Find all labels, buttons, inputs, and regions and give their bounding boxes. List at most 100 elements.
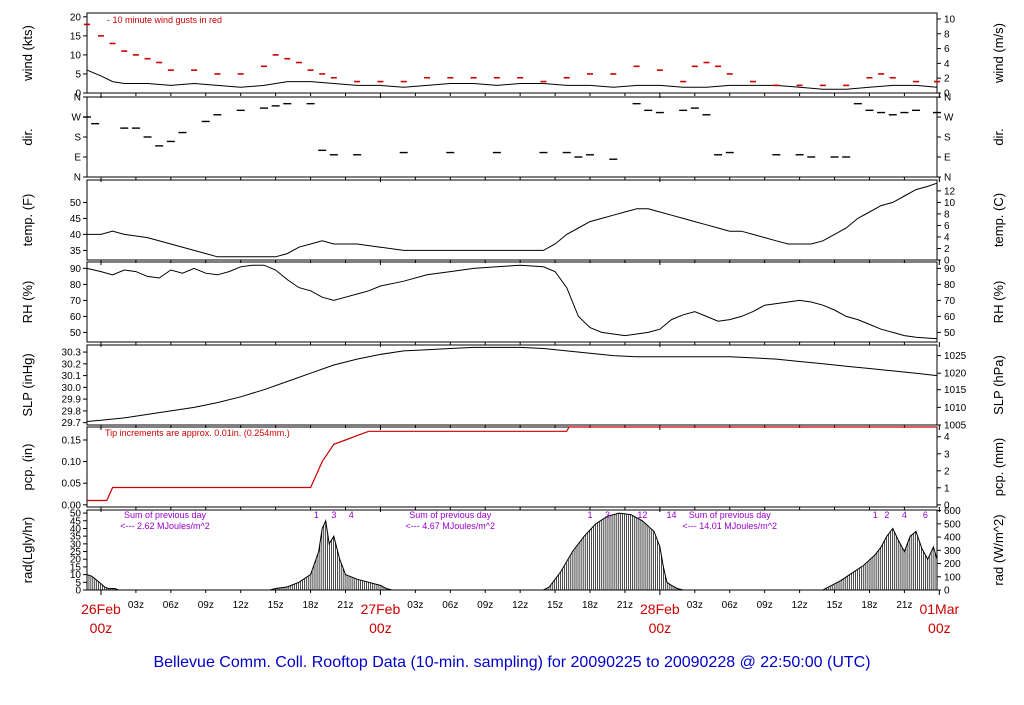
slp-ytick-label: 30.0 [62,383,82,394]
slp-series-line [86,346,938,422]
rad-ytick-label: 50 [70,509,82,520]
rad-y2label: rad (W/m^2) [991,514,1006,585]
pcp-y2tick-label: 4 [944,432,950,443]
rh-y2tick-label: 80 [944,280,956,291]
pcp-ytick-label: 0.15 [62,435,82,446]
wind-y2tick-label: 6 [944,44,950,55]
x-hour-label: 18z [582,600,598,611]
x-day-hour-label: 00z [369,620,392,636]
rh-ytick-label: 70 [70,296,82,307]
rad-annotation-title: Sum of previous day [409,510,492,520]
rad-y2tick-label: 500 [944,519,961,530]
x-hour-label: 09z [477,600,493,611]
wind-series-line [86,69,938,90]
temp-ylabel: temp. (F) [20,194,35,247]
wind-ytick-label: 20 [70,12,82,23]
rh-ytick-label: 90 [70,264,82,275]
slp-panel-frame [86,344,938,426]
x-hour-label: 09z [757,600,773,611]
rad-y2tick-label: 600 [944,506,961,517]
x-hour-label: 21z [337,600,353,611]
rad-ytick-label: 5 [75,578,81,589]
rad-peak-label: 12 [637,510,647,520]
rad-y2tick-label: 100 [944,572,961,583]
rad-annotation-value: <--- 4.67 MJoules/m^2 [406,521,496,531]
x-day-hour-label: 00z [649,620,672,636]
x-hour-label: 06z [163,600,179,611]
x-hour-label: 09z [198,600,214,611]
x-hour-label: 06z [722,600,738,611]
temp-y2tick-label: 0 [944,256,950,267]
wind-y2label: wind (m/s) [991,23,1006,84]
dir-ytick-label: S [74,133,81,144]
dir-y2tick-label: W [944,113,954,124]
rh-y2label: RH (%) [991,281,1006,324]
pcp-ytick-label: 0.10 [62,457,82,468]
pcp-ytick-label: 0.05 [62,479,82,490]
temp-y2label: temp. (C) [991,193,1006,247]
temp-ytick-label: 45 [70,214,82,225]
wind-gust-legend: - 10 minute wind gusts in red [107,15,222,25]
pcp-ytick-label: 0.00 [62,500,82,511]
rad-ytick-label: 10 [70,570,82,581]
x-hour-label: 21z [617,600,633,611]
x-hour-label: 03z [687,600,703,611]
wind-y2tick-label: 2 [944,74,950,85]
rh-y2tick-label: 90 [944,264,956,275]
rh-y2tick-label: 60 [944,312,956,323]
rad-ytick-label: 40 [70,524,82,535]
x-hour-label: 15z [826,600,842,611]
dir-y2tick-label: N [944,93,951,104]
wind-y2tick-label: 10 [944,14,956,25]
temp-y2tick-label: 2 [944,244,950,255]
slp-ytick-label: 30.1 [62,371,82,382]
rad-peak-label: 4 [349,510,354,520]
slp-ytick-label: 29.7 [62,418,82,429]
x-day-label: 01Mar [919,601,959,617]
rad-annotation-value: <--- 14.01 MJoules/m^2 [682,521,777,531]
x-hour-label: 12z [792,600,808,611]
x-hour-label: 18z [861,600,877,611]
dir-ytick-label: E [74,153,81,164]
slp-ytick-label: 30.2 [62,359,82,370]
rh-ylabel: RH (%) [20,281,35,324]
pcp-panel-frame [86,426,938,508]
x-hour-label: 12z [233,600,249,611]
dir-ytick-label: W [72,113,82,124]
pcp-y2tick-label: 2 [944,466,950,477]
slp-y2tick-label: 1010 [944,403,967,414]
temp-y2tick-label: 10 [944,198,956,209]
dir-panel-frame [86,96,938,178]
wind-y2tick-label: 8 [944,29,950,40]
rad-peak-label: 1 [314,510,319,520]
dir-y2label: dir. [991,128,1006,145]
x-hour-label: 06z [442,600,458,611]
rad-peak-label: 3 [331,510,336,520]
slp-ytick-label: 29.9 [62,395,82,406]
temp-panel-frame [86,179,938,261]
rad-annotation-title: Sum of previous day [124,510,207,520]
wind-ytick-label: 5 [75,69,81,80]
rad-peak-label: 14 [667,510,677,520]
pcp-series-line [87,426,937,502]
x-day-label: 26Feb [81,601,121,617]
rh-ytick-label: 50 [70,328,82,339]
rh-ytick-label: 60 [70,312,82,323]
rh-series-line [86,264,938,340]
slp-ytick-label: 30.3 [62,348,82,359]
dir-ytick-label: N [74,173,81,184]
pcp-y2tick-label: 1 [944,483,950,494]
pcp-ylabel: pcp. (in) [20,444,35,491]
rad-peak-label: 2 [884,510,889,520]
temp-ytick-label: 40 [70,230,82,241]
rh-y2tick-label: 70 [944,296,956,307]
rad-peak-label: 3 [605,510,610,520]
slp-y2label: SLP (hPa) [991,355,1006,415]
temp-ytick-label: 35 [70,246,82,257]
wind-ylabel: wind (kts) [20,25,35,82]
pcp-y2label: pcp. (mm) [991,438,1006,497]
rad-ylabel: rad(Lgly/hr) [20,517,35,583]
x-day-label: 28Feb [640,601,680,617]
x-hour-label: 21z [896,600,912,611]
